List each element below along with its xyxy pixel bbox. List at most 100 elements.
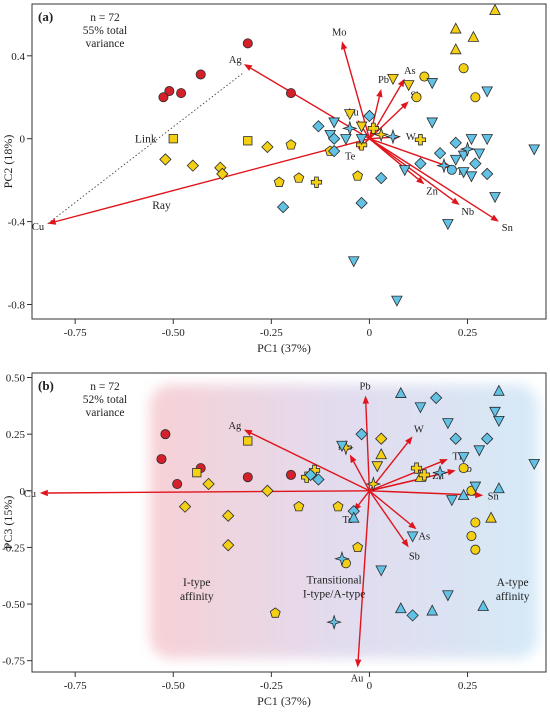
pentagon-yellow-point bbox=[293, 500, 305, 512]
panel-b-data-points bbox=[156, 384, 541, 630]
vector-ag bbox=[250, 432, 370, 492]
square-yellow-point bbox=[243, 436, 253, 446]
triangle-down-blue-point bbox=[398, 165, 411, 177]
vector-label-sb: Sb bbox=[409, 552, 420, 563]
panel-b-x-tick-label: -0.25 bbox=[260, 680, 283, 692]
panel-b-label: (b) bbox=[38, 378, 54, 393]
panel-a-axes: -0.75 -0.50 -0.25 0 0.25 -0.8 -0.4 0 0.4 bbox=[8, 51, 478, 339]
vector-nb-arrowhead bbox=[447, 469, 456, 476]
triangle-blue-point bbox=[426, 604, 439, 616]
circle-yellow-point bbox=[419, 71, 430, 82]
pentagon-yellow-point bbox=[285, 139, 297, 150]
triangle-down-blue-point bbox=[473, 148, 486, 160]
triangle-down-blue-point bbox=[355, 134, 368, 146]
panel-b-y-axis-label: PC3 (15%) bbox=[1, 496, 15, 550]
diamond-blue-point bbox=[355, 427, 368, 441]
panel-a-plot-frame bbox=[31, 3, 547, 320]
panel-b-region-transitional-line-1: Transitional bbox=[307, 575, 362, 587]
plus-yellow-point bbox=[418, 469, 430, 481]
triangle-down-blue-point bbox=[469, 481, 482, 493]
pentagon-yellow-point bbox=[293, 172, 305, 183]
vector-sn-arrowhead bbox=[490, 214, 499, 222]
square-yellow-point bbox=[168, 134, 178, 144]
circle-red-point bbox=[285, 469, 296, 480]
diamond-yellow-point bbox=[216, 167, 229, 181]
vector-au-arrowhead bbox=[355, 659, 362, 668]
vector-au bbox=[357, 490, 371, 660]
plus-yellow-point bbox=[414, 134, 427, 146]
triangle-down-blue-point bbox=[406, 531, 419, 543]
circle-red-point bbox=[285, 88, 296, 99]
vector-label-pb: Pb bbox=[360, 382, 371, 393]
triangle-blue-point bbox=[457, 488, 470, 500]
plus-yellow-point bbox=[410, 462, 423, 474]
circle-yellow-point bbox=[470, 92, 481, 103]
diamond-blue-point bbox=[480, 432, 494, 445]
square-yellow-point bbox=[192, 468, 202, 478]
vector-cu bbox=[47, 490, 370, 494]
triangle-down-blue-point bbox=[426, 117, 439, 129]
vector-pb-arrowhead bbox=[376, 88, 383, 98]
panel-b-region-atype-line-1: A-type bbox=[497, 577, 529, 589]
pentagon-yellow-point bbox=[352, 170, 364, 181]
vector-ag-arrowhead bbox=[243, 64, 253, 71]
triangle-blue-point bbox=[493, 384, 505, 396]
diamond-blue-point bbox=[480, 167, 494, 181]
triangle-down-blue-point bbox=[336, 440, 348, 452]
vector-label-tl: Tl bbox=[453, 451, 462, 462]
triangle-yellow-point bbox=[485, 511, 497, 523]
vector-zn bbox=[369, 478, 421, 492]
triangle-down-blue-point bbox=[489, 406, 501, 418]
triangle-down-blue-point bbox=[391, 295, 403, 307]
vector-as-arrowhead bbox=[408, 521, 417, 530]
vector-label-w: W bbox=[414, 425, 424, 436]
panel-a-y-tick-label: -0.4 bbox=[8, 217, 26, 229]
panel-a-text: (a) n = 72 55% total variance PC1 (37%) … bbox=[1, 9, 311, 355]
panel-a-x-tick-label: -0.50 bbox=[162, 327, 185, 339]
vector-cu bbox=[55, 138, 370, 223]
diamond-blue-point bbox=[429, 391, 443, 405]
panel-b-x-tick-label: -0.50 bbox=[162, 680, 185, 692]
panel-a-x-tick-label: -0.75 bbox=[64, 327, 87, 339]
pentagon-yellow-point bbox=[269, 607, 281, 618]
vector-label-as: As bbox=[418, 532, 430, 543]
diamond-yellow-point bbox=[261, 140, 274, 154]
triangle-down-blue-point bbox=[489, 192, 501, 204]
vector-w-arrowhead bbox=[405, 436, 413, 445]
diamond-blue-point bbox=[449, 432, 462, 445]
vector-label-ag: Ag bbox=[228, 421, 242, 432]
triangle-blue-point bbox=[394, 386, 407, 398]
panel-a-loading-vectors: CuAgMoAuPbAsSbWTeTlZnNbSn bbox=[32, 28, 514, 234]
vector-sn bbox=[369, 138, 493, 218]
diamond-blue-point bbox=[312, 473, 325, 486]
diamond-yellow-point bbox=[222, 538, 235, 552]
triangle-down-blue-point bbox=[442, 590, 454, 602]
triangle-down-blue-point bbox=[445, 495, 458, 507]
triangle-down-blue-point bbox=[426, 78, 439, 90]
vector-label-nb: Nb bbox=[461, 207, 474, 218]
plus-yellow-point bbox=[310, 176, 323, 188]
circle-yellow-point bbox=[466, 531, 477, 542]
diamond-blue-point bbox=[276, 200, 290, 214]
triangle-down-blue-point bbox=[340, 134, 352, 146]
triangle-blue-point bbox=[394, 602, 407, 614]
vector-sb-arrowhead bbox=[401, 539, 409, 548]
circle-yellow-point bbox=[470, 517, 481, 528]
triangle-blue-point bbox=[347, 511, 360, 523]
vector-label-pb: Pb bbox=[378, 75, 389, 86]
circle-red-point bbox=[158, 92, 169, 103]
triangle-yellow-point bbox=[449, 22, 462, 34]
triangle-down-blue-point bbox=[473, 445, 486, 457]
triangle-yellow-point bbox=[449, 43, 462, 55]
star-blue-point bbox=[385, 128, 401, 145]
panel-a-note-line-3: variance bbox=[86, 38, 125, 50]
circle-red-point bbox=[176, 88, 187, 99]
star-blue-point bbox=[459, 141, 476, 157]
panel-a-note-line-1: n = 72 bbox=[90, 12, 120, 24]
vector-label-as: As bbox=[404, 66, 416, 77]
panel-b-plot-frame bbox=[31, 372, 547, 673]
panel-a-annotation-ray: Ray bbox=[152, 200, 171, 212]
star-blue-point bbox=[334, 550, 350, 567]
panel-b-x-tick-label: -0.75 bbox=[64, 680, 87, 692]
vector-sn-arrowhead bbox=[475, 491, 484, 499]
